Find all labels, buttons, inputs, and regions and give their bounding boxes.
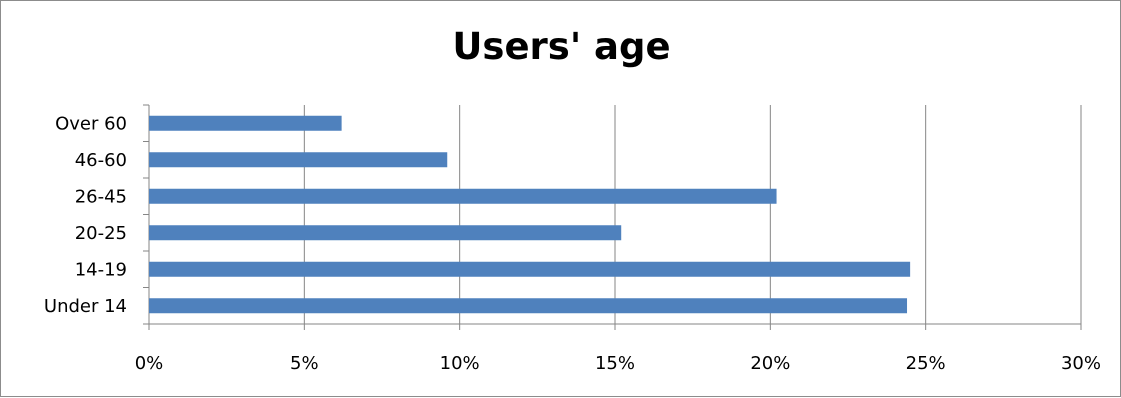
- bar: [149, 225, 622, 241]
- y-category-label: 20-25: [75, 223, 127, 244]
- bar: [149, 115, 342, 131]
- x-tick-label: 30%: [1061, 353, 1101, 374]
- bar: [149, 188, 777, 204]
- x-tick-label: 25%: [906, 353, 946, 374]
- x-tick-label: 15%: [595, 353, 635, 374]
- y-category-label: 26-45: [75, 186, 127, 207]
- chart-title: Users' age: [452, 25, 671, 68]
- x-tick-label: 20%: [750, 353, 790, 374]
- y-category-label: Under 14: [44, 296, 127, 317]
- bar: [149, 152, 448, 168]
- y-category-label: 46-60: [75, 150, 127, 171]
- x-tick-label: 0%: [135, 353, 164, 374]
- bar: [149, 261, 911, 277]
- x-tick-label: 5%: [290, 353, 319, 374]
- y-category-label: Over 60: [55, 113, 127, 134]
- y-category-label: 14-19: [75, 259, 127, 280]
- bar: [149, 298, 908, 314]
- x-tick-label: 10%: [440, 353, 480, 374]
